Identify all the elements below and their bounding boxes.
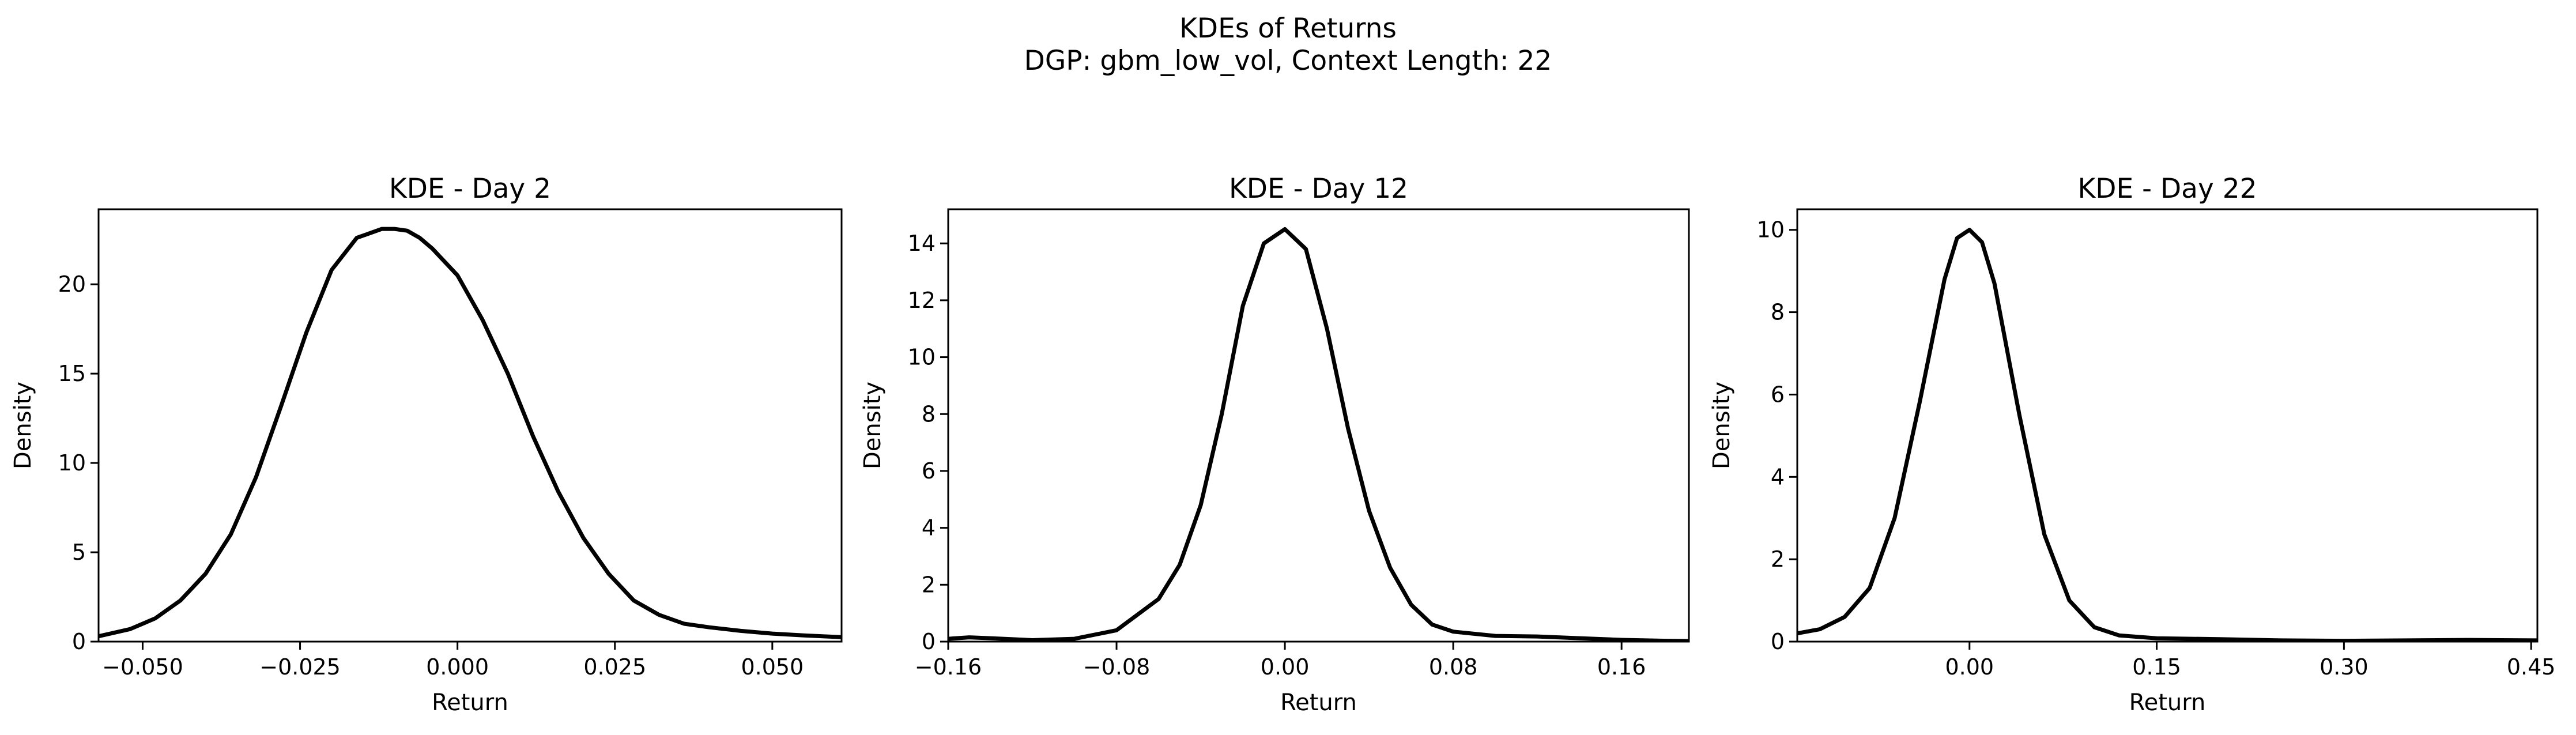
y-tick-label: 2	[1771, 546, 1785, 572]
y-tick-label: 10	[1757, 217, 1785, 243]
x-tick-label: 0.15	[2132, 654, 2181, 680]
kde-curve-3	[1797, 228, 2537, 642]
x-tick-label: −0.08	[1083, 654, 1150, 680]
x-tick-label: −0.025	[259, 654, 341, 680]
figure-subtitle: DGP: gbm_low_vol, Context Length: 22	[1024, 45, 1552, 77]
x-axis-label: Return	[432, 689, 508, 716]
subplot-1: −0.050 −0.025 0.000 0.025 0.050 0 5 10 15 20 KDE -…	[10, 173, 843, 716]
y-tick-label: 8	[1771, 300, 1785, 325]
y-tick-label: 8	[922, 401, 936, 427]
y-tick-label: 10	[58, 450, 86, 476]
y-tick-label: 4	[1771, 464, 1785, 489]
axes-frame-2	[947, 208, 1690, 643]
x-axis-label: Return	[1280, 689, 1357, 716]
y-tick-label: 0	[72, 629, 86, 654]
kde-curve-2	[948, 227, 1689, 642]
y-tick-label: 14	[908, 231, 936, 256]
axes-frame-3	[1796, 208, 2539, 643]
x-tick-label: 0.16	[1597, 654, 1646, 680]
y-tick-label: 20	[58, 272, 86, 297]
axes-frame-1	[97, 208, 843, 643]
y-tick-label: 5	[72, 540, 86, 565]
x-tick-label: 0.45	[2507, 654, 2556, 680]
subplot-3: 0.00 0.15 0.30 0.45 0 2 4 6 8 10 KDE - Day 22 Retur…	[1708, 173, 2555, 716]
y-tick-label: 2	[922, 572, 936, 597]
y-tick-label: 4	[922, 515, 936, 541]
y-tick-label: 12	[908, 288, 936, 313]
y-tick-label: 15	[58, 361, 86, 386]
y-axis-label: Density	[10, 382, 36, 469]
y-tick-label: 0	[1771, 629, 1785, 654]
x-tick-label: 0.000	[426, 654, 489, 680]
subplot-title: KDE - Day 2	[389, 173, 551, 205]
subplot-title: KDE - Day 22	[2077, 173, 2257, 205]
y-tick-label: 6	[922, 458, 936, 484]
figure-suptitle: KDEs of Returns	[1179, 13, 1397, 44]
y-axis-label: Density	[859, 382, 886, 469]
y-tick-label: 6	[1771, 382, 1785, 407]
x-axis-label: Return	[2129, 689, 2206, 716]
kde-curve-1	[99, 227, 842, 639]
y-axis-label: Density	[1708, 382, 1735, 469]
subplot-title: KDE - Day 12	[1229, 173, 1408, 205]
y-tick-label: 10	[908, 345, 936, 370]
y-tick-label: 0	[922, 629, 936, 654]
x-tick-label: 0.00	[1945, 654, 1994, 680]
x-tick-label: 0.30	[2319, 654, 2368, 680]
x-tick-label: 0.00	[1261, 654, 1310, 680]
x-tick-label: −0.16	[915, 654, 982, 680]
x-tick-label: 0.050	[741, 654, 804, 680]
x-tick-label: 0.08	[1429, 654, 1478, 680]
x-tick-label: −0.050	[102, 654, 183, 680]
x-tick-label: 0.025	[583, 654, 646, 680]
subplot-2: −0.16 −0.08 0.00 0.08 0.16 0 2 4 6 8 10 12 14 KDE - D…	[859, 173, 1690, 716]
